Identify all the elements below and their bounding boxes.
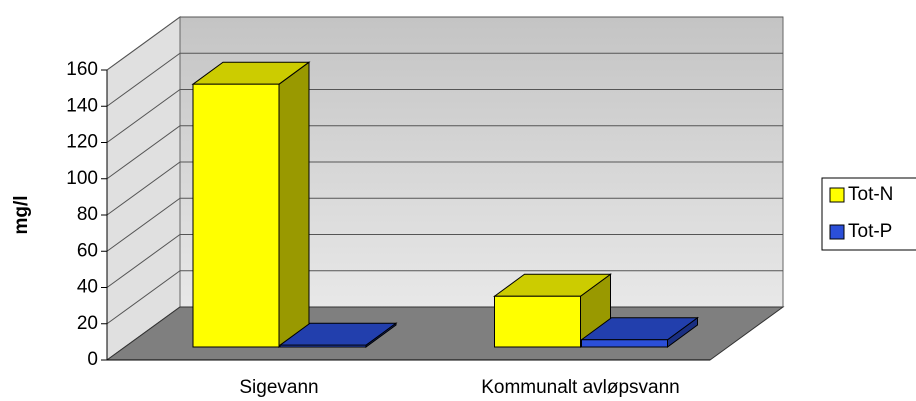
grid-line: [106, 197, 783, 252]
bar: [279, 344, 367, 348]
legend-swatch: [829, 224, 845, 240]
grid-line: [106, 52, 783, 107]
legend-label: Tot-N: [848, 184, 893, 205]
legend-swatch: [829, 187, 845, 203]
grid-line: [106, 234, 783, 288]
y-tick-label: 160: [66, 59, 98, 80]
y-tick-label: 120: [66, 132, 98, 153]
y-tick-label: 100: [66, 168, 98, 189]
bar: [494, 295, 581, 348]
y-axis-label: mg/l: [11, 195, 32, 234]
x-tick-label: Sigevann: [239, 377, 318, 398]
y-tick-label: 20: [77, 313, 98, 334]
legend-label: Tot-P: [848, 221, 892, 242]
bar-side: [278, 61, 310, 348]
bar: [581, 339, 668, 348]
y-tick-label: 80: [77, 204, 98, 225]
grid-line: [106, 125, 783, 180]
grid-line: [106, 89, 783, 143]
grid-line: [106, 161, 783, 216]
grid-line: [106, 270, 783, 325]
y-tick-label: 40: [77, 277, 98, 298]
y-tick-label: 0: [87, 349, 98, 370]
grid-line: [106, 16, 783, 71]
x-tick-label: Kommunalt avløpsvann: [481, 377, 680, 398]
y-tick-label: 60: [77, 240, 98, 261]
y-tick-label: 140: [66, 95, 98, 116]
bar: [192, 83, 280, 348]
